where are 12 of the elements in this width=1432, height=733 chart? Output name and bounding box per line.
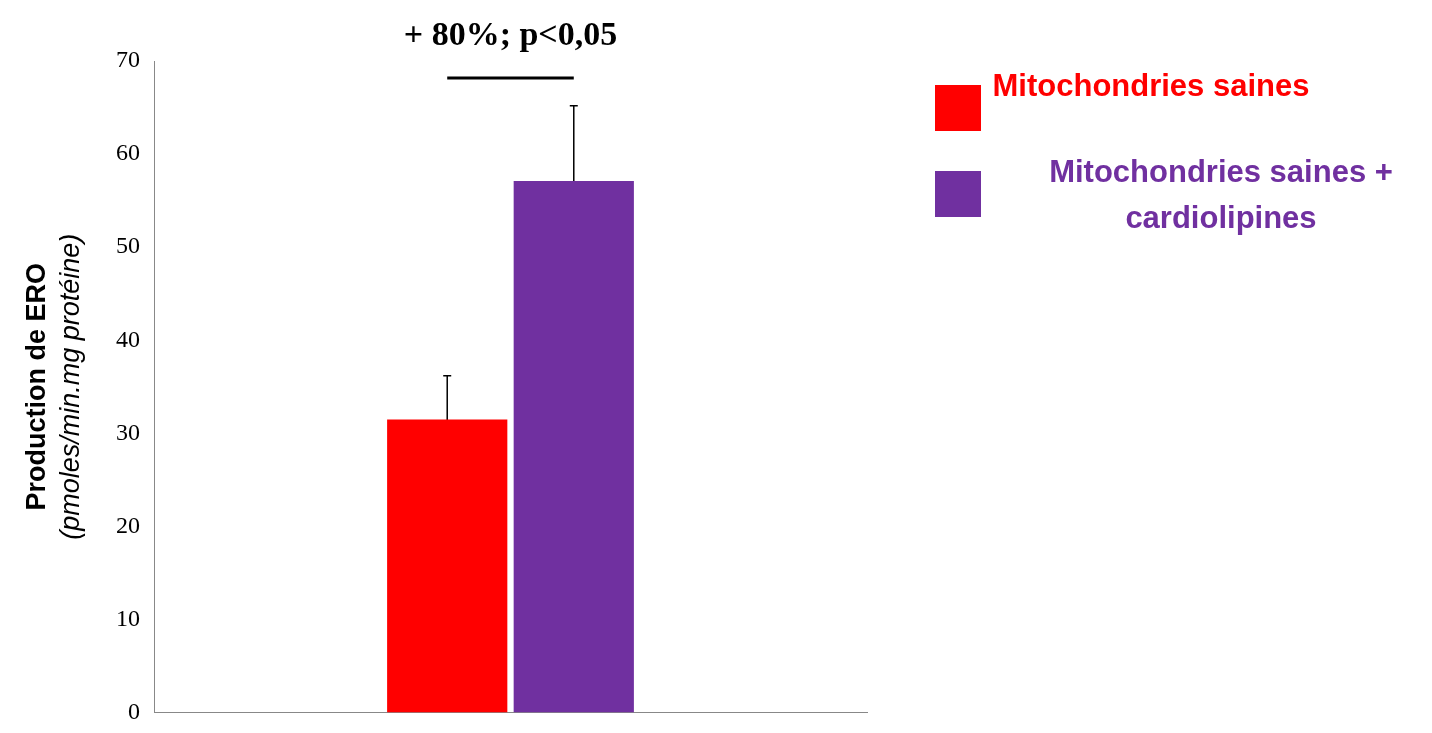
y-axis-title: Production de ERO (pmoles/min.mg protéine)	[21, 233, 85, 540]
y-tick-label: 30	[116, 418, 140, 445]
y-tick-label: 20	[116, 511, 140, 538]
y-tick-label: 60	[116, 139, 140, 166]
text: + 80%; p<0,05	[403, 15, 618, 52]
text: Mitochondries saines	[991, 67, 1311, 105]
legend-label: Mitochondries saines + cardiolipines	[1048, 153, 1394, 237]
y-tick-label: 40	[116, 325, 140, 352]
y-tick-label: 0	[128, 697, 140, 724]
y-tick-label: 50	[116, 232, 140, 259]
y-tick-label: 70	[116, 46, 140, 73]
y-tick-label: 10	[116, 604, 140, 631]
